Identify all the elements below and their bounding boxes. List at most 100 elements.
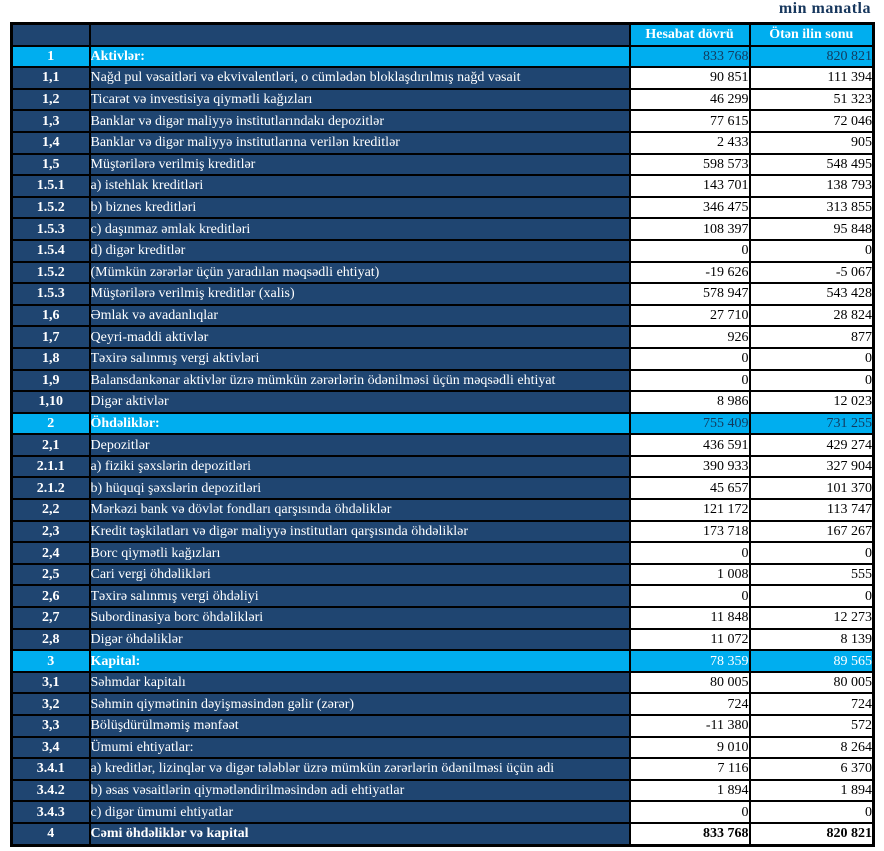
value-current-cell: 598 573 xyxy=(628,152,751,177)
table-row: 3.4.2 b) əsas vəsaitlərin qiymətləndirilm… xyxy=(10,778,875,803)
value-current-cell: 8 986 xyxy=(628,390,751,414)
row-number-cell: 4 xyxy=(10,821,91,847)
row-label-cell: b) əsas vəsaitlərin qiymətləndirilməsind… xyxy=(88,778,631,803)
value-previous-cell: 80 005 xyxy=(748,670,875,695)
value-previous-cell: 12 273 xyxy=(748,606,875,630)
table-row: 1,9 Balansdankənar aktivlər üzrə mümkün z… xyxy=(10,368,875,393)
value-current-cell: 346 475 xyxy=(628,195,751,220)
row-number-cell: 2,8 xyxy=(10,627,91,652)
table-row: 2,1 Depozitlər 436 591 429 274 xyxy=(10,433,875,457)
value-current-cell: 77 615 xyxy=(628,109,751,133)
value-current-cell: 11 072 xyxy=(628,627,751,652)
row-number-cell: 1,7 xyxy=(10,325,91,349)
value-previous-cell: 820 821 xyxy=(748,821,875,847)
row-number-cell: 1.5.3 xyxy=(10,282,91,306)
row-number-cell: 1.5.1 xyxy=(10,174,91,198)
value-current-cell: 724 xyxy=(628,692,751,716)
row-label-cell: b) biznes kreditləri xyxy=(88,195,631,220)
row-number-cell: 2,4 xyxy=(10,541,91,565)
row-number-cell: 1,2 xyxy=(10,87,91,112)
value-previous-cell: 724 xyxy=(748,692,875,716)
value-current-cell: 143 701 xyxy=(628,174,751,198)
value-current-cell: 80 005 xyxy=(628,670,751,695)
table-row: 4 Cəmi öhdəliklər və kapital 833 768 820 82… xyxy=(10,821,875,847)
value-current-cell: 0 xyxy=(628,584,751,609)
value-current-cell: 173 718 xyxy=(628,519,751,544)
row-label-cell: Bölüşdürülməmiş mənfəət xyxy=(88,714,631,738)
row-label-cell: Balansdankənar aktivlər üzrə mümkün zərə… xyxy=(88,368,631,393)
value-current-cell: 108 397 xyxy=(628,217,751,241)
row-number-cell: 2,6 xyxy=(10,584,91,609)
row-label-cell: Banklar və digər maliyyə institutlarına … xyxy=(88,130,631,155)
row-number-cell: 3.4.2 xyxy=(10,778,91,803)
row-number-cell: 1,6 xyxy=(10,303,91,328)
value-current-cell: 578 947 xyxy=(628,282,751,306)
value-previous-cell: 0 xyxy=(748,541,875,565)
row-number-cell: 2,1 xyxy=(10,433,91,457)
value-previous-cell: 313 855 xyxy=(748,195,875,220)
table-row: 1.5.2 (Mümkün zərərlər üçün yaradılan məq… xyxy=(10,260,875,285)
value-previous-cell: 327 904 xyxy=(748,454,875,479)
value-current-cell: 121 172 xyxy=(628,498,751,522)
row-label-cell: Öhdəliklər: xyxy=(88,411,631,436)
value-current-cell: 90 851 xyxy=(628,66,751,90)
value-current-cell: 78 359 xyxy=(628,649,751,673)
table-row: 3,3 Bölüşdürülməmiş mənfəət -11 380 572 xyxy=(10,714,875,738)
value-previous-cell: 0 xyxy=(748,346,875,371)
table-row: 2,6 Təxirə salınmış vergi öhdəliyi 0 0 xyxy=(10,584,875,609)
value-previous-cell: 8 264 xyxy=(748,735,875,760)
value-previous-cell: 0 xyxy=(748,238,875,263)
value-current-cell: 833 768 xyxy=(628,44,751,69)
table-row: 1,6 Əmlak və avadanlıqlar 27 710 28 824 xyxy=(10,303,875,328)
row-label-cell: Qeyri-maddi aktivlər xyxy=(88,325,631,349)
table-row: 1.5.2 b) biznes kreditləri 346 475 313 855 xyxy=(10,195,875,220)
row-number-cell: 3.4.3 xyxy=(10,800,91,824)
value-current-cell: 46 299 xyxy=(628,87,751,112)
value-current-cell: 833 768 xyxy=(628,821,751,847)
table-row: 1,10 Digər aktivlər 8 986 12 023 xyxy=(10,390,875,414)
value-current-cell: 0 xyxy=(628,238,751,263)
value-current-cell: 27 710 xyxy=(628,303,751,328)
table-row: 2.1.1 a) fiziki şəxslərin depozitləri 390 … xyxy=(10,454,875,479)
table-row: 3 Kapital: 78 359 89 565 xyxy=(10,649,875,673)
table-row: 1,5 Müştərilərə verilmiş kreditlər 598 573… xyxy=(10,152,875,177)
value-previous-cell: 89 565 xyxy=(748,649,875,673)
value-previous-cell: 95 848 xyxy=(748,217,875,241)
table-row: 3.4.3 c) digər ümumi ehtiyatlar 0 0 xyxy=(10,800,875,824)
row-label-cell: Səhmdar kapitalı xyxy=(88,670,631,695)
row-number-cell: 2,5 xyxy=(10,562,91,587)
table-row: 3,4 Ümumi ehtiyatlar: 9 010 8 264 xyxy=(10,735,875,760)
value-current-cell: -19 626 xyxy=(628,260,751,285)
value-previous-cell: 0 xyxy=(748,368,875,393)
value-previous-cell: -5 067 xyxy=(748,260,875,285)
row-label-cell: c) digər ümumi ehtiyatlar xyxy=(88,800,631,824)
value-current-cell: 1 894 xyxy=(628,778,751,803)
row-label-cell: Depozitlər xyxy=(88,433,631,457)
row-label-cell: Əmlak və avadanlıqlar xyxy=(88,303,631,328)
value-previous-cell: 167 267 xyxy=(748,519,875,544)
row-label-cell: Ticarət və investisiya qiymətli kağızlar… xyxy=(88,87,631,112)
value-current-cell: 45 657 xyxy=(628,476,751,501)
value-current-cell: 11 848 xyxy=(628,606,751,630)
row-label-cell: Mərkəzi bank və dövlət fondları qarşısın… xyxy=(88,498,631,522)
row-number-cell: 1,4 xyxy=(10,130,91,155)
row-label-cell: Aktivlər: xyxy=(88,44,631,69)
header-row: Hesabat dövrü Ötən ilin sonu xyxy=(10,22,875,47)
header-blank-label-cell xyxy=(88,22,631,47)
table-row: 2 Öhdəliklər: 755 409 731 255 xyxy=(10,411,875,436)
value-current-cell: 2 433 xyxy=(628,130,751,155)
table-row: 2,4 Borc qiymətli kağızları 0 0 xyxy=(10,541,875,565)
value-current-cell: 390 933 xyxy=(628,454,751,479)
row-number-cell: 1,1 xyxy=(10,66,91,90)
row-label-cell: a) istehlak kreditləri xyxy=(88,174,631,198)
value-current-cell: 926 xyxy=(628,325,751,349)
row-number-cell: 1,5 xyxy=(10,152,91,177)
table-row: 1,1 Nağd pul vəsaitləri və ekvivalentləri… xyxy=(10,66,875,90)
table-row: 1,7 Qeyri-maddi aktivlər 926 877 xyxy=(10,325,875,349)
table-row: 1.5.1 a) istehlak kreditləri 143 701 138 79… xyxy=(10,174,875,198)
value-current-cell: 436 591 xyxy=(628,433,751,457)
value-current-cell: 7 116 xyxy=(628,757,751,781)
row-label-cell: Borc qiymətli kağızları xyxy=(88,541,631,565)
column-header-current-period: Hesabat dövrü xyxy=(628,22,751,47)
